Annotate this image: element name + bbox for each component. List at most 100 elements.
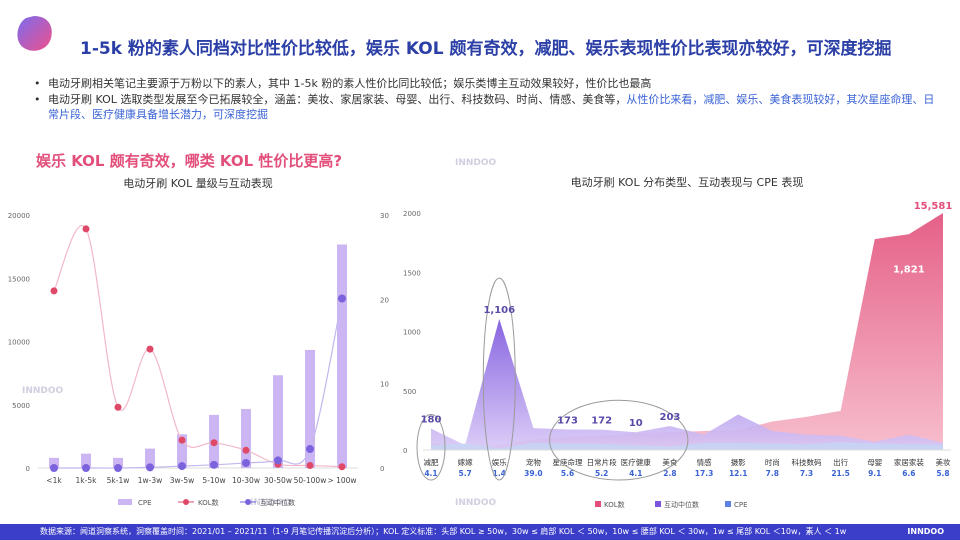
chart1-xtick: <1k [46, 476, 62, 485]
chart2-legend-label: 互动中位数 [664, 500, 699, 509]
chart1-xtick: 30-50w [264, 476, 292, 485]
chart2-xtick: 摄影 [731, 457, 746, 467]
chart2-legend-label: KOL数 [604, 500, 625, 509]
chart1-kol-point [50, 287, 58, 295]
chart2-xtick: 医疗健康 [621, 457, 651, 467]
chart2-xtick: 时尚 [765, 457, 780, 467]
chart1-xtick: 3w-5w [170, 476, 195, 485]
chart1-ytick-right: 30 [380, 212, 389, 220]
chart2-cpe-label: 21.5 [831, 469, 850, 478]
page-title: 1-5k 粉的素人同档对比性价比较低，娱乐 KOL 颇有奇效，减肥、娱乐表现性价… [80, 39, 892, 59]
chart2-cpe-label: 17.3 [695, 469, 714, 478]
chart1-ytick-right: 10 [380, 381, 389, 389]
chart1-cpe-bar [337, 244, 347, 468]
chart-kol-category: 电动牙刷 KOL 分布类型、互动表现与 CPE 表现 0 500 1000 1500 20… [403, 175, 953, 509]
chart1-kol-point [338, 463, 346, 471]
chart2-ytick: 500 [403, 388, 416, 396]
chart2-xtick: 家居家装 [894, 457, 924, 467]
chart2-data-label: 203 [659, 412, 680, 423]
chart2-highlight-oval [416, 413, 446, 481]
chart1-legend-label: KOL数 [198, 498, 219, 507]
chart1-ytick-left: 10000 [8, 339, 30, 347]
chart1-legend-label: CPE [138, 499, 152, 507]
chart1-ytick-left: 20000 [8, 212, 30, 220]
chart2-cpe-label: 6.6 [902, 469, 915, 478]
chart2-cpe-label: 2.8 [663, 469, 676, 478]
chart2-xtick: 美食 [662, 457, 677, 467]
chart2-legend-swatch [655, 501, 661, 507]
chart2-ytick: 2000 [403, 210, 421, 218]
chart1-median-line [53, 298, 343, 469]
chart1-xtick: 5k-1w [107, 476, 130, 485]
chart1-kol-line [53, 225, 343, 468]
chart1-ytick-right: 20 [380, 296, 389, 304]
chart2-median-area [431, 318, 943, 450]
chart1-legend-label: 互动中位数 [260, 498, 295, 507]
chart2-title: 电动牙刷 KOL 分布类型、互动表现与 CPE 表现 [571, 175, 804, 189]
chart1-cpe-bar [241, 408, 251, 468]
chart2-highlight-oval [482, 277, 516, 481]
chart2-ytick: 1500 [403, 269, 421, 277]
chart2-legend-swatch [725, 501, 731, 507]
chart2-data-label: 10 [629, 418, 643, 429]
chart1-ytick-left: 5000 [12, 402, 30, 410]
chart1-kol-point [114, 403, 122, 411]
chart2-cpe-label: 4.1 [629, 469, 642, 478]
chart2-cpe-label: 5.6 [561, 469, 574, 478]
chart2-legend-label: CPE [734, 501, 748, 509]
chart1-kol-point [82, 225, 90, 233]
chart1-cpe-bar [177, 434, 187, 468]
watermark-4: INNDOO [455, 498, 497, 508]
chart1-title: 电动牙刷 KOL 量级与互动表现 [123, 176, 272, 190]
chart2-data-label: 180 [421, 415, 442, 426]
chart2-ytick: 1000 [403, 329, 421, 337]
watermark-2: INNDOO [455, 158, 497, 168]
chart2-cpe-label: 7.3 [800, 469, 813, 478]
chart1-median-point [146, 463, 154, 472]
chart2-cpe-label: 5.8 [936, 469, 949, 478]
chart2-cpe-label: 7.8 [766, 469, 779, 478]
chart2-cpe-label: 9.1 [868, 469, 881, 478]
chart1-cpe-bar [113, 457, 123, 468]
chart2-xtick: 情感 [697, 457, 713, 467]
chart1-median-point [306, 445, 314, 454]
watermark-1: INNDOO [22, 386, 64, 396]
footer-brand: INNDOO [907, 527, 944, 536]
chart2-cpe-label: 4.1 [424, 469, 437, 478]
section-title: 娱乐 KOL 颇有奇效，哪类 KOL 性价比更高? [36, 152, 343, 170]
chart1-xtick: 5-10w [202, 476, 225, 485]
chart2-xtick: 星座命理 [553, 457, 583, 467]
chart1-kol-point [178, 436, 186, 444]
chart1-legend-swatch [118, 499, 132, 505]
chart1-legend-swatch [245, 499, 251, 505]
chart1-cpe-bar [273, 375, 283, 468]
chart2-xtick: 日常片段 [587, 457, 617, 467]
chart2-cpe-label: 12.1 [729, 469, 748, 478]
chart2-kol-area [431, 213, 943, 450]
chart2-data-label: 15,581 [914, 201, 953, 212]
chart2-data-label: 172 [591, 416, 612, 427]
chart1-median-point [82, 464, 90, 472]
chart1-cpe-bar [49, 457, 59, 468]
chart1-ytick-right: 0 [380, 465, 384, 473]
chart2-legend-swatch [595, 501, 601, 507]
chart2-xtick: 减肥 [424, 457, 439, 467]
bullet-1: 电动牙刷相关笔记主要源于万粉以下的素人，其中 1-5k 粉的素人性价比同比较低；… [32, 76, 937, 92]
chart2-xtick: 美妆 [936, 457, 951, 467]
chart2-data-label: 173 [557, 415, 578, 426]
chart2-xtick: 母婴 [867, 458, 882, 467]
brand-logo-blob [17, 16, 52, 51]
chart1-kol-point [146, 345, 154, 353]
footer-source: 数据来源：闻道洞察系统，洞察覆盖时间：2021/01 – 2021/11（1-9… [40, 527, 847, 536]
bullet-2-highlight: 从性价比来看，减肥、娱乐、美食表现较好，其次星座命理、日常片段、医疗健康具备增长… [48, 92, 935, 122]
chart2-xtick: 宠物 [526, 457, 541, 467]
bullet-2: 电动牙刷 KOL 选取类型发展至今已拓展较全，涵盖：美妆、家居家装、母婴、出行、… [32, 92, 937, 123]
chart1-xtick: 10-30w [232, 476, 260, 485]
chart2-cpe-label: 5.7 [458, 469, 471, 478]
chart2-xtick: 嫁嫁 [458, 457, 473, 467]
footer-bar: 数据来源：闻道洞察系统，洞察覆盖时间：2021/01 – 2021/11（1-9… [0, 524, 960, 540]
chart1-cpe-bar [145, 448, 155, 468]
bullet-2-plain: 电动牙刷 KOL 选取类型发展至今已拓展较全，涵盖：美妆、家居家装、母婴、出行、… [48, 92, 627, 106]
chart1-kol-point [210, 439, 218, 447]
chart1-median-point [210, 460, 218, 469]
